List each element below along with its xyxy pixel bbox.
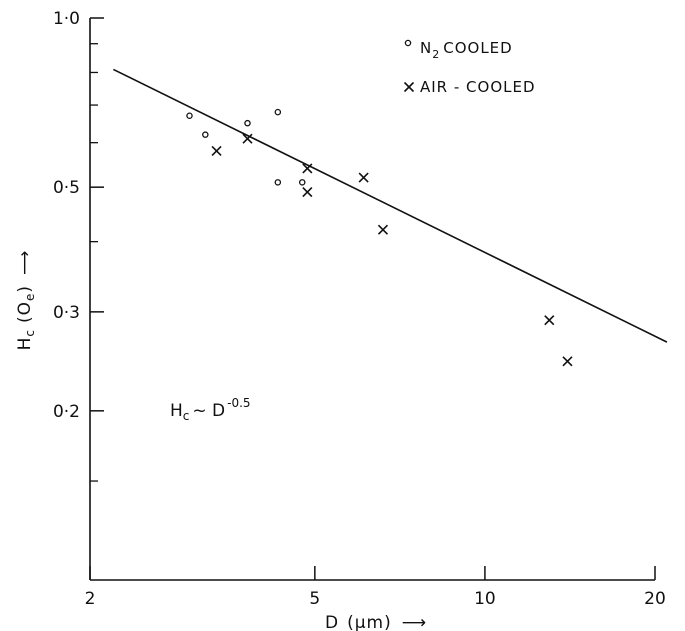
point-air-cooled-7	[562, 356, 573, 367]
point-n2-cooled-4	[274, 179, 282, 186]
y-tick-label-3: 0·2	[53, 402, 80, 422]
x-tick-label-1: 5	[309, 589, 320, 609]
point-air-cooled-1	[242, 133, 253, 144]
legend-marker-n2	[404, 39, 412, 47]
point-air-cooled-6	[544, 315, 555, 326]
x-tick-label-3: 20	[644, 589, 666, 609]
point-air-cooled-2	[302, 163, 313, 174]
point-n2-cooled-5	[298, 179, 306, 186]
point-air-cooled-4	[358, 172, 369, 183]
point-air-cooled-3	[302, 187, 313, 198]
point-n2-cooled-1	[202, 131, 209, 138]
data-points	[186, 108, 573, 367]
legend-label-n2: N2 COOLED	[420, 39, 513, 61]
y-tick-label-1: 0·5	[53, 178, 80, 198]
y-tick-label-2: 0·3	[53, 303, 80, 323]
x-tick-label-0: 2	[85, 589, 96, 609]
y-axis-label: Hc(Oe)⟶	[15, 250, 37, 351]
legend-x-glyph	[403, 81, 415, 93]
legend-marker-air	[403, 81, 415, 93]
axes	[89, 18, 655, 581]
x-axis-label: D (μm) ⟶	[325, 613, 427, 631]
point-n2-cooled-0	[186, 112, 193, 119]
point-n2-cooled-3	[274, 108, 282, 116]
y-ticks: 1·0 0·5 0·3 0·2	[53, 9, 104, 482]
point-air-cooled-5	[377, 224, 389, 235]
fit-line	[113, 68, 668, 343]
power-law-annotation: Hc ~ D -0.5	[170, 396, 251, 423]
y-tick-label-0: 1·0	[53, 9, 80, 29]
legend: N2 COOLED AIR - COOLED	[403, 39, 536, 96]
point-air-cooled-0	[211, 145, 222, 157]
point-n2-cooled-2	[244, 119, 251, 127]
x-tick-label-2: 10	[474, 589, 496, 609]
legend-label-air: AIR - COOLED	[420, 78, 536, 96]
x-ticks: 2 5 10 20	[85, 566, 666, 609]
